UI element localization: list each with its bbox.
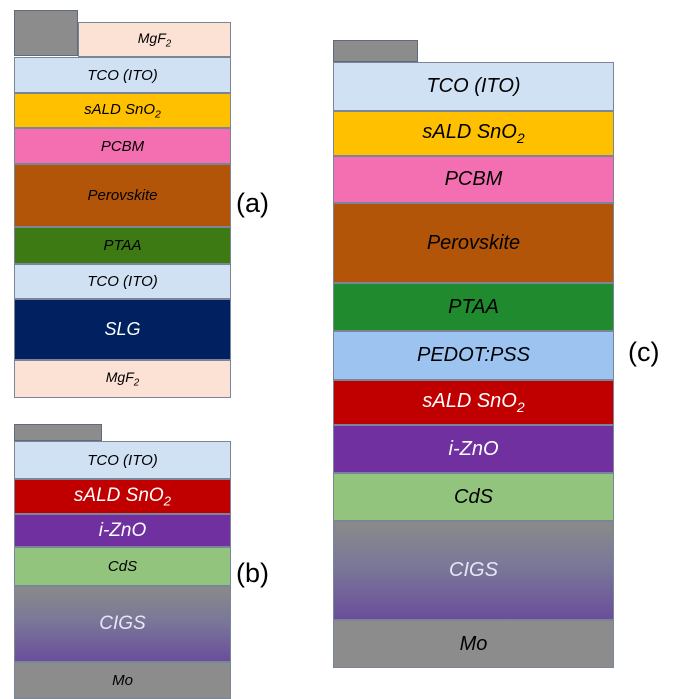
panel-c-layer-sald-sno2-top-label: sALD SnO2 — [422, 121, 525, 146]
panel-a-layer-pcbm: PCBM — [14, 128, 231, 164]
panel-c-layer-sald-sno2-top: sALD SnO2 — [333, 111, 614, 156]
panel-b-top-contact — [14, 424, 102, 441]
panel-c-layer-sald-sno2-bottom-subscript: 2 — [516, 398, 525, 415]
panel-c-layer-mo-label: Mo — [459, 632, 488, 655]
panel-a-layer-ptaa-label: PTAA — [103, 237, 142, 254]
panel-a-label: (a) — [236, 188, 269, 218]
panel-a-layer-tco-ito-label: TCO (ITO) — [87, 66, 158, 84]
panel-c-layer-i-zno: i-ZnO — [333, 425, 614, 473]
panel-c-label: (c) — [628, 337, 660, 367]
panel-b-layer-mo: Mo — [14, 662, 231, 699]
panel-c-layer-ptaa: PTAA — [333, 283, 614, 331]
panel-a-layer-slg: SLG — [14, 299, 231, 360]
panel-a-layer-perovskite: Perovskite — [14, 164, 231, 227]
panel-a-layer-slg-label: SLG — [104, 319, 141, 339]
panel-b-layer-i-zno: i-ZnO — [14, 514, 231, 547]
panel-b-layer-tco-ito-label: TCO (ITO) — [87, 451, 158, 469]
panel-c-top-contact — [333, 40, 418, 62]
panel-a-layer-mgf2-bottom: MgF2 — [14, 360, 231, 398]
panel-b-layer-cigs-label: CIGS — [99, 613, 146, 634]
panel-c-layer-pedot-pss-label: PEDOT:PSS — [417, 344, 530, 366]
panel-a-layer-perovskite-label: Perovskite — [87, 187, 158, 204]
panel-b-layer-cds-label: CdS — [107, 558, 138, 575]
panel-c-layer-mo: Mo — [333, 620, 614, 668]
panel-b-layer-tco-ito: TCO (ITO) — [14, 441, 231, 479]
panel-a-layer-mgf2-top-label: MgF2 — [137, 29, 172, 50]
panel-a-layer-mgf2-top: MgF2 — [78, 22, 231, 57]
panel-b-stack: TCO (ITO) sALD SnO2 i-ZnO CdS CIGS Mo — [14, 424, 231, 699]
panel-c-layer-pedot-pss: PEDOT:PSS — [333, 331, 614, 380]
panel-a-layer-mgf2-bottom-subscript: 2 — [133, 377, 140, 389]
panel-c-layer-sald-sno2-top-subscript: 2 — [516, 129, 525, 146]
panel-c-layer-perovskite: Perovskite — [333, 203, 614, 283]
panel-b-label: (b) — [236, 558, 269, 588]
panel-a-layer-tco-ito-bottom: TCO (ITO) — [14, 264, 231, 299]
panel-b-layer-mo-label: Mo — [112, 672, 133, 689]
panel-b-layer-sald-sno2-label: sALD SnO2 — [73, 484, 172, 509]
panel-a-layer-sald-sno2-label: sALD SnO2 — [84, 100, 161, 121]
panel-c-layer-cigs: CIGS — [333, 521, 614, 620]
panel-a-stack: MgF2 TCO (ITO) sALD SnO2 PCBM Perovskite PTAA… — [14, 10, 231, 398]
panel-a-layer-ptaa: PTAA — [14, 227, 231, 264]
panel-c-layer-cds-label: CdS — [454, 485, 493, 508]
panel-c-layer-pcbm-label: PCBM — [444, 168, 503, 190]
panel-b-layer-sald-sno2-subscript: 2 — [163, 493, 172, 509]
panel-a-layer-sald-sno2-subscript: 2 — [155, 108, 161, 121]
panel-c-layer-cds: CdS — [333, 473, 614, 521]
panel-b-layer-sald-sno2: sALD SnO2 — [14, 479, 231, 514]
panel-c-stack: TCO (ITO) sALD SnO2 PCBM Perovskite PTAA PEDO… — [333, 40, 614, 668]
panel-c-layer-tco-ito: TCO (ITO) — [333, 62, 614, 111]
panel-a-layer-mgf2-top-subscript: 2 — [165, 38, 172, 50]
panel-b-layer-cigs: CIGS — [14, 586, 231, 662]
panel-a-layer-pcbm-label: PCBM — [100, 137, 145, 155]
panel-a-layer-tco-ito-bottom-label: TCO (ITO) — [87, 273, 158, 290]
panel-c-layer-cigs-label: CIGS — [449, 559, 498, 581]
panel-c-layer-i-zno-label: i-ZnO — [448, 437, 499, 460]
panel-a-top-contact — [14, 10, 78, 56]
panel-c-layer-sald-sno2-bottom: sALD SnO2 — [333, 380, 614, 425]
panel-c-layer-sald-sno2-bottom-label: sALD SnO2 — [422, 390, 525, 415]
panel-c-layer-perovskite-label: Perovskite — [426, 231, 521, 254]
panel-b-layer-i-zno-label: i-ZnO — [98, 519, 147, 541]
panel-a-layer-sald-sno2: sALD SnO2 — [14, 93, 231, 128]
panel-b-layer-cds: CdS — [14, 547, 231, 586]
panel-a-layer-mgf2-bottom-label: MgF2 — [105, 369, 140, 389]
panel-c-layer-tco-ito-label: TCO (ITO) — [426, 75, 521, 97]
panel-c-layer-ptaa-label: PTAA — [448, 295, 499, 318]
panel-c-layer-pcbm: PCBM — [333, 156, 614, 203]
panel-a-layer-tco-ito: TCO (ITO) — [14, 57, 231, 93]
